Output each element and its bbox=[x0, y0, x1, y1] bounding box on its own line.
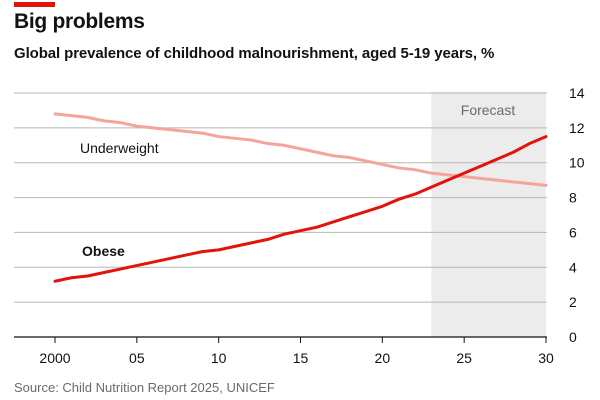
obese-point bbox=[283, 233, 286, 236]
chart-subtitle: Global prevalence of childhood malnouris… bbox=[14, 45, 495, 62]
underweight-point bbox=[512, 180, 515, 183]
underweight-point bbox=[201, 132, 204, 135]
obese-point bbox=[430, 186, 433, 189]
obese-point bbox=[299, 229, 302, 232]
obese-point bbox=[266, 238, 269, 241]
underweight-point bbox=[430, 172, 433, 175]
y-tick-label: 2 bbox=[569, 294, 577, 310]
underweight-point bbox=[496, 179, 499, 182]
x-tick-label: 10 bbox=[211, 350, 227, 366]
underweight-point bbox=[397, 167, 400, 170]
underweight-point bbox=[135, 125, 138, 128]
obese-point bbox=[70, 276, 73, 279]
underweight-point bbox=[119, 121, 122, 124]
obese-point bbox=[397, 198, 400, 201]
x-tick-label: 2000 bbox=[39, 350, 70, 366]
obese-label: Obese bbox=[82, 243, 125, 259]
forecast-band bbox=[431, 92, 546, 337]
underweight-point bbox=[479, 177, 482, 180]
obese-point bbox=[446, 179, 449, 182]
x-tick-label: 20 bbox=[375, 350, 391, 366]
obese-point bbox=[54, 280, 57, 283]
underweight-point bbox=[168, 128, 171, 131]
underweight-point bbox=[185, 130, 188, 133]
forecast-label: Forecast bbox=[461, 102, 516, 118]
y-tick-label: 10 bbox=[569, 155, 585, 171]
underweight-point bbox=[217, 135, 220, 138]
obese-point bbox=[185, 254, 188, 257]
obese-point bbox=[217, 248, 220, 251]
underweight-point bbox=[528, 182, 531, 185]
obese-point bbox=[168, 257, 171, 260]
obese-point bbox=[348, 215, 351, 218]
underweight-point bbox=[86, 116, 89, 119]
obese-point bbox=[528, 142, 531, 145]
accent-bar bbox=[14, 2, 55, 7]
obese-point bbox=[315, 226, 318, 229]
y-tick-label: 12 bbox=[569, 120, 585, 136]
y-tick-label: 8 bbox=[569, 190, 577, 206]
underweight-point bbox=[266, 142, 269, 145]
obese-point bbox=[103, 271, 106, 274]
underweight-point bbox=[463, 175, 466, 178]
underweight-point bbox=[234, 137, 237, 140]
underweight-point bbox=[299, 147, 302, 150]
obese-point bbox=[234, 245, 237, 248]
obese-point bbox=[332, 221, 335, 224]
underweight-point bbox=[414, 168, 417, 171]
underweight-point bbox=[381, 163, 384, 166]
obese-line bbox=[53, 135, 548, 283]
source-note: Source: Child Nutrition Report 2025, UNI… bbox=[14, 380, 275, 395]
underweight-point bbox=[446, 174, 449, 177]
underweight-point bbox=[152, 126, 155, 129]
underweight-label: Underweight bbox=[80, 140, 159, 156]
x-tick-label: 05 bbox=[129, 350, 145, 366]
obese-point bbox=[365, 210, 368, 213]
obese-point bbox=[119, 268, 122, 271]
underweight-point bbox=[348, 156, 351, 159]
obese-point bbox=[201, 250, 204, 253]
obese-point bbox=[381, 205, 384, 208]
y-tick-label: 14 bbox=[569, 85, 585, 101]
underweight-point bbox=[545, 184, 548, 187]
obese-point bbox=[463, 172, 466, 175]
obese-point bbox=[250, 241, 253, 244]
underweight-point bbox=[54, 113, 57, 116]
underweight-point bbox=[365, 160, 368, 163]
obese-point bbox=[414, 193, 417, 196]
obese-point bbox=[152, 261, 155, 264]
obese-point bbox=[86, 275, 89, 278]
x-tick-label: 15 bbox=[293, 350, 309, 366]
x-tick-label: 30 bbox=[538, 350, 554, 366]
obese-point bbox=[512, 151, 515, 154]
underweight-point bbox=[70, 114, 73, 117]
underweight-point bbox=[250, 139, 253, 142]
obese-point bbox=[135, 264, 138, 267]
chart-title: Big problems bbox=[14, 10, 145, 33]
underweight-point bbox=[332, 154, 335, 157]
underweight-line bbox=[53, 112, 548, 187]
obese-point bbox=[496, 158, 499, 161]
obese-point bbox=[479, 165, 482, 168]
y-tick-label: 4 bbox=[569, 259, 577, 275]
underweight-point bbox=[103, 119, 106, 122]
obese-point bbox=[545, 135, 548, 138]
underweight-point bbox=[283, 144, 286, 147]
y-tick-label: 6 bbox=[569, 224, 577, 240]
x-tick-label: 25 bbox=[456, 350, 472, 366]
underweight-point bbox=[315, 151, 318, 154]
y-tick-label: 0 bbox=[569, 329, 577, 345]
